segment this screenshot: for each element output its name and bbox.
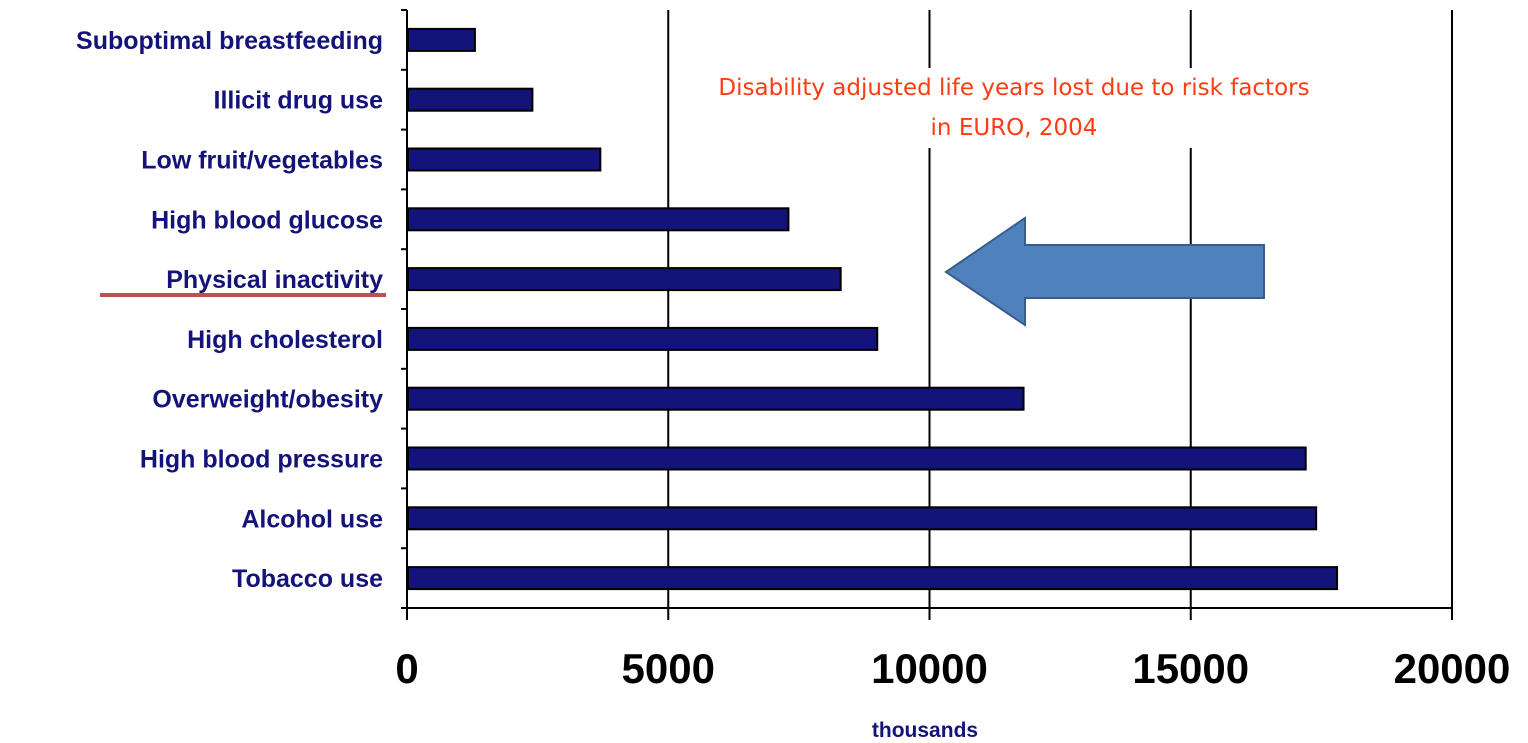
category-label: Tobacco use	[232, 565, 383, 593]
category-label: Alcohol use	[241, 505, 383, 533]
bar	[407, 386, 1025, 411]
bar	[407, 87, 534, 112]
x-tick-label: 0	[395, 645, 418, 692]
bar	[407, 326, 879, 351]
category-label: High cholesterol	[187, 326, 383, 354]
x-tick-label: 20000	[1394, 645, 1511, 692]
bar	[407, 446, 1307, 471]
annotation-line-2: in EURO, 2004	[931, 115, 1098, 141]
bar	[407, 566, 1339, 591]
annotation-line-1: Disability adjusted life years lost due …	[718, 75, 1309, 101]
category-label: Overweight/obesity	[152, 386, 383, 414]
category-label: Low fruit/vegetables	[141, 147, 383, 175]
category-label: Suboptimal breastfeeding	[76, 27, 383, 55]
annotation: Disability adjusted life years lost due …	[718, 68, 1310, 148]
annotation-background	[752, 68, 1276, 148]
x-tick-label: 5000	[622, 645, 715, 692]
x-axis-title: thousands	[872, 719, 978, 742]
category-label: High blood glucose	[151, 206, 383, 234]
category-label: Physical inactivity	[166, 266, 383, 294]
bar	[407, 506, 1318, 531]
bar	[407, 207, 790, 232]
x-tick-label: 15000	[1132, 645, 1249, 692]
left-arrow-icon	[944, 216, 1265, 327]
bar	[407, 147, 602, 172]
category-label: High blood pressure	[140, 446, 383, 474]
x-tick-label: 10000	[871, 645, 988, 692]
bar	[407, 27, 476, 52]
bar	[407, 267, 842, 292]
category-label: Illicit drug use	[214, 87, 384, 115]
